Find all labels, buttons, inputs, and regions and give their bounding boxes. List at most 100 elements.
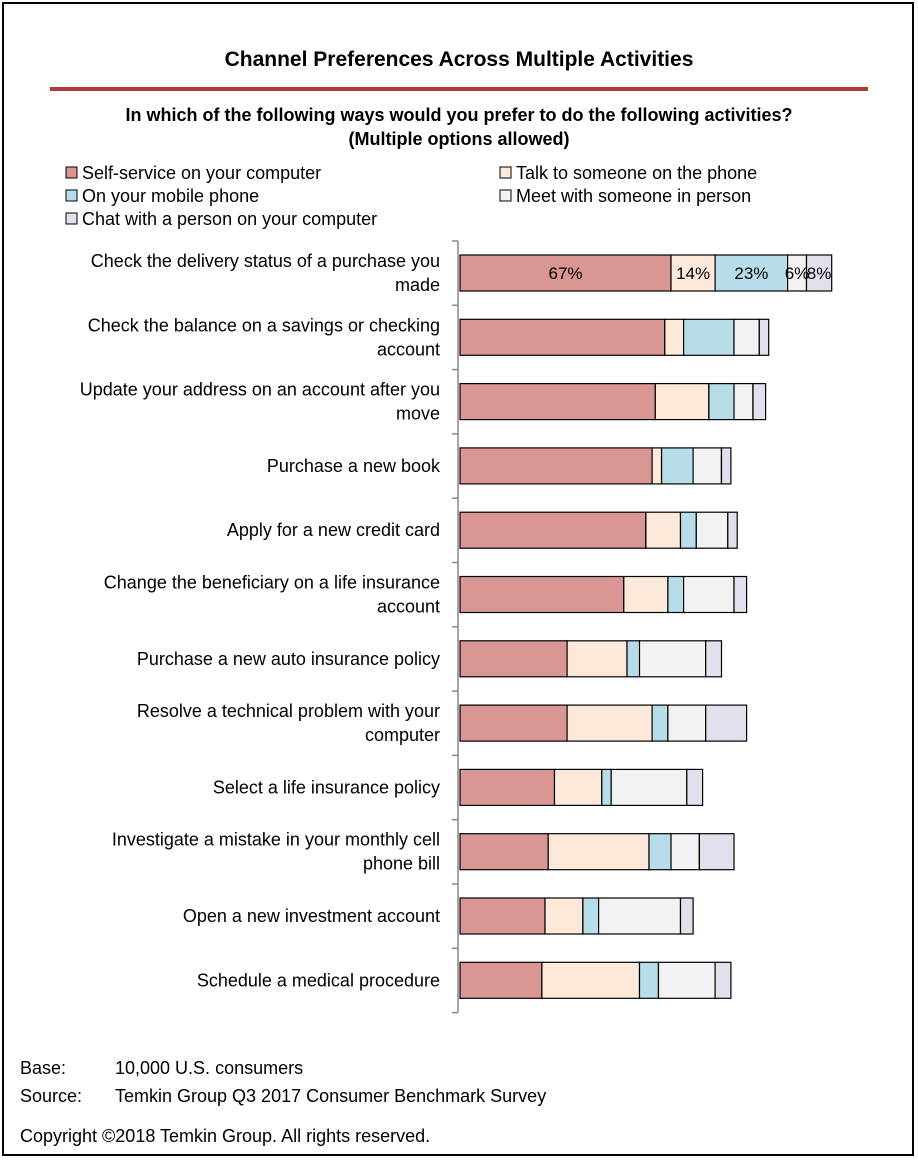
category-label-r7-l1: computer <box>365 725 440 745</box>
bar-segment-r8-s1 <box>553 768 603 807</box>
bar-segment-r6-s0 <box>459 640 568 678</box>
bar-segment-r5-s4 <box>733 575 748 614</box>
category-label-r9-l0: Investigate a mistake in your monthly ce… <box>112 830 440 850</box>
legend-label-4: Chat with a person on your computer <box>82 209 377 229</box>
footer-source-label: Source: <box>20 1086 83 1106</box>
category-label-r11-l0: Schedule a medical procedure <box>197 970 440 990</box>
bar-segment-r2-s0 <box>459 383 656 421</box>
bar-segment-r8-s0 <box>459 768 556 807</box>
bar-segment-r1-s4 <box>758 318 770 356</box>
data-label-0: 67% <box>548 264 582 283</box>
legend-swatch-2 <box>65 189 78 202</box>
legend-swatch-0 <box>65 166 78 179</box>
bar-segment-r6-s1 <box>566 640 628 678</box>
bar-segment-r4-s0 <box>459 511 647 549</box>
bar-segment-r7-s0 <box>459 704 568 742</box>
bar-segment-r10-s0 <box>459 897 546 935</box>
bar-segment-r1-s2 <box>682 318 735 356</box>
category-label-r9-l1: phone bill <box>363 854 440 874</box>
bar-segment-r8-s3 <box>610 768 688 807</box>
bar-segment-r3-s1 <box>651 447 663 485</box>
bar-segment-r11-s4 <box>714 961 732 999</box>
bar-segment-r11-s1 <box>541 961 641 999</box>
footer-base-label: Base: <box>20 1058 67 1078</box>
bar-segment-r2-s2 <box>708 383 735 421</box>
bar-segment-r4-s1 <box>645 511 682 549</box>
data-label-4: 8% <box>807 264 832 283</box>
category-label-r5-l0: Change the beneficiary on a life insuran… <box>104 573 440 593</box>
bar-segment-r11-s0 <box>459 961 543 999</box>
data-labels: 67% 14% 23% 6%8% <box>548 264 831 283</box>
data-label-2: 23% <box>734 264 768 283</box>
bar-segment-r8-s2 <box>601 768 612 807</box>
category-label-r2-l1: move <box>396 404 440 424</box>
bar-segment-r6-s4 <box>705 640 723 678</box>
category-label-r6-l0: Purchase a new auto insurance policy <box>137 649 440 669</box>
category-label-r1-l1: account <box>377 339 440 359</box>
category-labels: Check the delivery status of a purchase … <box>80 251 441 990</box>
bar-segment-r7-s2 <box>651 704 669 742</box>
bar-segment-r1-s1 <box>664 318 685 356</box>
bar-segment-r5-s2 <box>667 575 685 614</box>
bar-segment-r5-s1 <box>623 575 669 614</box>
subtitle-line-2: (Multiple options allowed) <box>348 129 570 149</box>
legend-label-1: Talk to someone on the phone <box>516 163 757 183</box>
category-label-r2-l0: Update your address on an account after … <box>80 380 440 400</box>
bar-segment-r4-s3 <box>695 511 729 549</box>
bar-segment-r9-s2 <box>648 833 672 871</box>
title-rule <box>50 87 868 91</box>
bar-segment-r10-s3 <box>597 897 682 935</box>
bar-segment-r2-s3 <box>733 383 754 421</box>
bar-segment-r9-s1 <box>547 833 650 871</box>
category-label-r5-l1: account <box>377 597 440 617</box>
bar-segment-r9-s3 <box>670 833 700 871</box>
legend-label-3: Meet with someone in person <box>516 186 751 206</box>
bar-segment-r8-s4 <box>686 768 704 807</box>
subtitle-line-1: In which of the following ways would you… <box>125 105 793 125</box>
category-label-r10-l0: Open a new investment account <box>183 906 440 926</box>
chart-legend: Self-service on your computer Talk to som… <box>65 163 757 229</box>
legend-swatch-4 <box>65 212 78 225</box>
bar-segment-r1-s3 <box>733 318 760 356</box>
bar-segment-r7-s1 <box>566 704 653 742</box>
bar-segment-r5-s3 <box>682 575 735 614</box>
bar-segment-r10-s2 <box>582 897 600 935</box>
data-label-1: 14% <box>676 264 710 283</box>
footer-base-value: 10,000 U.S. consumers <box>115 1058 304 1078</box>
bar-segment-r3-s2 <box>660 447 694 485</box>
chart-subtitle: In which of the following ways would you… <box>0 103 918 151</box>
bar-segment-r6-s3 <box>638 640 707 678</box>
bar-segment-r4-s4 <box>727 511 738 549</box>
category-label-r7-l0: Resolve a technical problem with your <box>137 701 440 721</box>
bar-segment-r3-s4 <box>720 447 732 485</box>
bar-segment-r2-s4 <box>752 383 767 421</box>
bar-segment-r5-s0 <box>459 575 625 614</box>
category-label-r3-l0: Purchase a new book <box>267 456 441 476</box>
legend-swatch-3 <box>499 189 512 202</box>
bar-segment-r11-s2 <box>638 961 659 999</box>
bar-segment-r0-s0 <box>459 254 672 292</box>
bar-segment-r3-s0 <box>459 447 653 485</box>
category-axis <box>452 240 459 1014</box>
bar-segment-r9-s4 <box>698 833 735 871</box>
bar-segment-r3-s3 <box>692 447 722 485</box>
category-label-r0-l0: Check the delivery status of a purchase … <box>91 251 440 271</box>
category-label-r4-l0: Apply for a new credit card <box>227 520 440 540</box>
footer-source-value: Temkin Group Q3 2017 Consumer Benchmark … <box>115 1086 547 1106</box>
legend-label-2: On your mobile phone <box>82 186 259 206</box>
footer-copyright: Copyright ©2018 Temkin Group. All rights… <box>20 1126 431 1146</box>
bar-segment-r2-s1 <box>654 383 710 421</box>
data-label-3: 6% <box>785 264 810 283</box>
chart-bars <box>459 254 833 999</box>
bar-segment-r10-s4 <box>679 897 694 935</box>
bar-segment-r0-s4 <box>805 254 833 292</box>
bar-segment-r1-s0 <box>459 318 666 356</box>
bar-segment-r6-s2 <box>626 640 641 678</box>
category-label-r8-l0: Select a life insurance policy <box>213 777 440 797</box>
bar-segment-r7-s3 <box>667 704 707 742</box>
category-label-r1-l0: Check the balance on a savings or checki… <box>88 315 440 335</box>
legend-swatch-1 <box>499 166 512 179</box>
bar-segment-r4-s2 <box>679 511 697 549</box>
chart-title: Channel Preferences Across Multiple Acti… <box>224 48 694 71</box>
